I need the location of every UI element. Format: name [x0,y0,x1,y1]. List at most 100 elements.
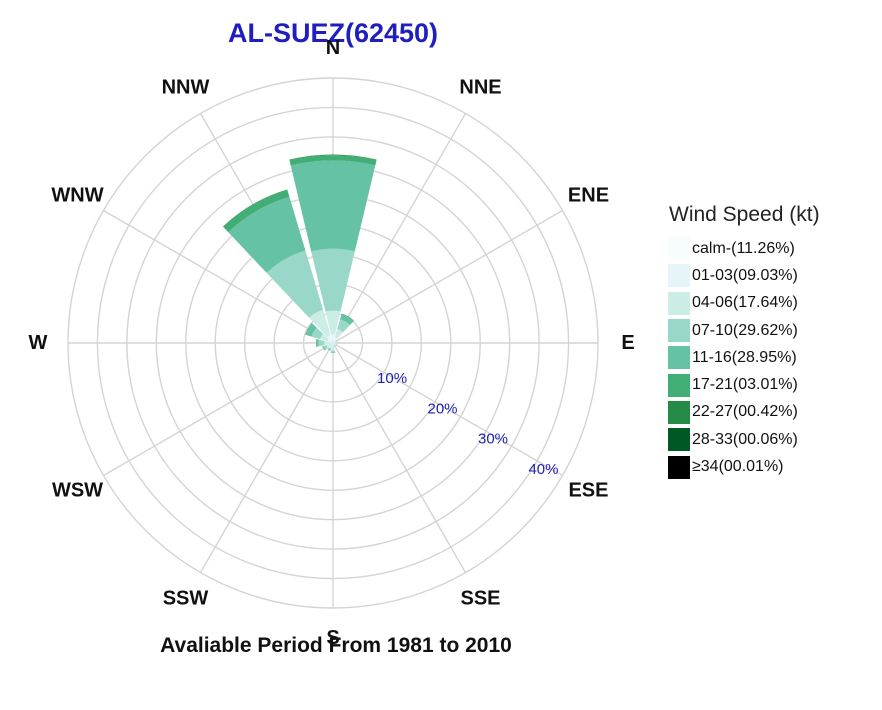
bar-S-bin-1 [332,343,334,346]
chart-title: AL-SUEZ(62450) [227,18,439,48]
bar-NNW-bin-1 [327,335,333,343]
bar-ENE-bin-1 [333,341,336,343]
legend-item: 07-10(29.62%) [668,317,868,344]
radial-tick-40: 40% [528,461,558,478]
legend-label: 28-33(00.06%) [692,430,798,448]
bar-W-bin-1 [330,342,333,344]
legend-label: ≥34(00.01%) [692,458,784,476]
bar-ENE-bin-2 [334,340,337,343]
bar-W-bin-3 [318,339,325,347]
legend-label: 07-10(29.62%) [692,321,798,339]
legend-item: 01-03(09.03%) [668,262,868,289]
bar-S-bin-3 [330,350,336,353]
bar-WSW-bin-3 [323,345,328,350]
bar-E-bin-2 [335,342,338,344]
bar-ESE-bin-2 [334,343,337,346]
bar-NNE-bin-1 [333,337,338,343]
bar-N-bin-4 [290,160,376,252]
legend-swatch [668,291,690,315]
bar-N-bin-2 [325,310,341,335]
bar-SSW-bin-3 [327,347,332,351]
bar-WNW-bin-3 [311,327,324,340]
bar-ESE-bin-3 [335,344,337,346]
direction-label-SSW: SSW [163,587,209,609]
legend-swatch [668,428,690,452]
legend-item: 11-16(28.95%) [668,344,868,371]
bar-WSW-bin-4 [322,345,326,351]
grid-spoke [103,342,334,477]
legend-items: calm-(11.26%) 01-03(09.03%) 04-06(17.64%) 0… [668,235,868,481]
bar-NNW-bin-5 [223,190,290,233]
bar-SSE-bin-2 [333,344,336,347]
legend: Wind Speed (kt) calm-(11.26%) 01-03(09.03… [668,203,868,481]
legend-item: 04-06(17.64%) [668,290,868,317]
legend-item: calm-(11.26%) [668,235,868,262]
legend-swatch [668,319,690,343]
legend-label: 22-27(00.42%) [692,403,798,421]
legend-label: calm-(11.26%) [692,239,795,257]
bar-NNE-bin-3 [337,319,350,333]
bar-SSE-bin-3 [334,345,336,347]
bar-SSW-bin-2 [328,344,333,349]
legend-label: 01-03(09.03%) [692,266,798,284]
bar-E-bin-1 [333,342,336,344]
bar-NNW-bin-3 [266,250,324,318]
bar-WNW-bin-1 [327,338,333,343]
grid-spoke [332,209,563,344]
radial-tick-labels: 10% 20% 30% 40% [377,370,558,478]
bar-NNE-bin-4 [340,314,354,326]
direction-label-WNW: WNW [51,185,103,207]
grid-spoke [103,209,334,344]
bar-NNE-bin-5 [341,313,355,322]
bar-SSW-bin-1 [331,343,333,346]
direction-label-SSE: SSE [460,587,500,609]
direction-label-ESE: ESE [568,480,608,502]
bar-N-bin-1 [330,334,336,343]
bar-N-bin-5 [289,155,377,166]
bar-W-bin-4 [315,339,319,347]
bar-WSW-bin-2 [326,343,332,348]
bar-S-bin-4 [330,352,336,354]
bar-W-bin-2 [324,340,331,346]
legend-swatch [668,346,690,370]
legend-item: ≥34(00.01%) [668,453,868,480]
direction-label-NNW: NNW [162,77,210,99]
bar-N-bin-3 [311,248,355,312]
period-caption: Avaliable Period From 1981 to 2010 [160,634,512,657]
bar-S-bin-2 [331,345,335,351]
legend-swatch [668,455,690,479]
bar-NNW-bin-2 [309,309,331,338]
legend-swatch [668,400,690,424]
wind-rose-bars [222,154,377,354]
legend-swatch [668,373,690,397]
grid-spoke [332,113,467,344]
bar-E-bin-3 [337,341,338,345]
legend-label: 17-21(03.01%) [692,376,798,394]
bar-ENE-bin-3 [335,339,338,342]
legend-title: Wind Speed (kt) [669,203,820,226]
bar-NNE-bin-2 [334,328,344,339]
radial-tick-10: 10% [377,370,407,387]
bar-WNW-bin-4 [305,323,317,337]
radial-tick-20: 20% [428,400,458,417]
bar-N-bin-6 [289,154,377,161]
legend-item: 28-33(00.06%) [668,426,868,453]
radial-tick-30: 30% [478,431,508,448]
legend-item: 17-21(03.01%) [668,371,868,398]
legend-label: 11-16(28.95%) [692,348,797,366]
direction-label-W: W [29,332,48,354]
direction-label-WSW: WSW [52,480,103,502]
direction-label-NNE: NNE [459,77,501,99]
legend-swatch [668,264,690,288]
legend-label: 04-06(17.64%) [692,294,798,312]
bar-NNW-bin-4 [228,196,306,273]
bar-SSW-bin-4 [327,348,331,351]
bar-WNW-bin-5 [305,323,313,335]
legend-swatch [668,237,690,261]
direction-labels: N NNE ENE E ESE SSE S SSW WSW W WNW NNW [29,37,635,649]
grid-spoke [332,342,467,573]
bar-SSE-bin-1 [333,343,335,345]
bar-ESE-bin-1 [333,343,335,345]
grid-spoke [332,342,563,477]
